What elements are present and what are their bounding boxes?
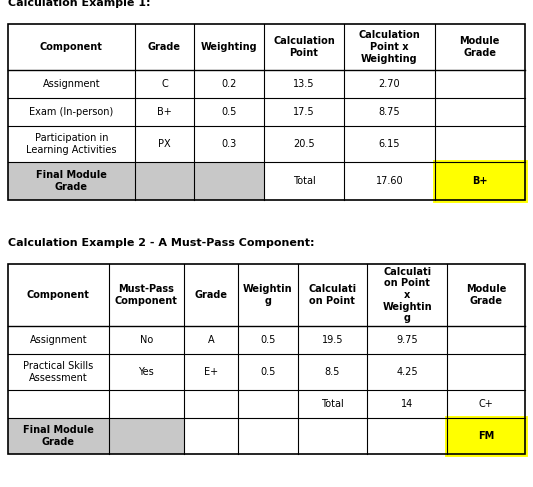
Text: B+: B+ (472, 176, 487, 186)
Text: 0.5: 0.5 (221, 107, 237, 117)
Text: PX: PX (158, 139, 171, 149)
Text: FM: FM (479, 431, 493, 441)
Text: Calculation
Point x
Weighting: Calculation Point x Weighting (358, 30, 420, 64)
Text: 14: 14 (401, 399, 414, 409)
Text: A: A (208, 335, 214, 345)
Text: Final Module
Grade: Final Module Grade (23, 425, 94, 447)
Text: Module
Grade: Module Grade (466, 284, 506, 306)
Text: C: C (161, 79, 168, 89)
Text: Weightin
g: Weightin g (243, 284, 293, 306)
Text: Grade: Grade (148, 42, 181, 52)
Text: Exam (In-person): Exam (In-person) (29, 107, 114, 117)
Text: Calculati
on Point
x
Weightin
g: Calculati on Point x Weightin g (383, 267, 432, 323)
Text: Grade: Grade (195, 290, 228, 300)
Text: Participation in
Learning Activities: Participation in Learning Activities (26, 133, 117, 155)
Text: 17.60: 17.60 (375, 176, 403, 186)
Text: 20.5: 20.5 (293, 139, 315, 149)
Bar (8, 264, 525, 454)
Text: Yes: Yes (139, 367, 154, 377)
Text: Component: Component (40, 42, 103, 52)
Text: Assignment: Assignment (30, 335, 87, 345)
Bar (8, 418, 184, 454)
Bar (8, 24, 525, 200)
Text: 0.5: 0.5 (260, 367, 276, 377)
Bar (447, 418, 525, 454)
Text: Must-Pass
Component: Must-Pass Component (115, 284, 177, 306)
Text: Practical Skills
Assessment: Practical Skills Assessment (23, 361, 93, 383)
Text: 8.5: 8.5 (325, 367, 340, 377)
Bar (8, 264, 525, 326)
Text: 8.75: 8.75 (378, 107, 400, 117)
Text: Calculati
on Point: Calculati on Point (309, 284, 357, 306)
Text: Assignment: Assignment (43, 79, 100, 89)
Bar (8, 24, 525, 70)
Text: 0.2: 0.2 (221, 79, 237, 89)
Text: Module
Grade: Module Grade (459, 36, 500, 58)
Text: Total: Total (321, 399, 344, 409)
Text: 0.5: 0.5 (260, 335, 276, 345)
Bar (434, 162, 525, 200)
Text: 2.70: 2.70 (378, 79, 400, 89)
Text: Final Module
Grade: Final Module Grade (36, 170, 107, 192)
Text: No: No (140, 335, 153, 345)
Text: Calculation Example 1:: Calculation Example 1: (8, 0, 150, 8)
Text: Calculation Example 2 - A Must-Pass Component:: Calculation Example 2 - A Must-Pass Comp… (8, 238, 314, 248)
Text: 13.5: 13.5 (293, 79, 314, 89)
Text: E+: E+ (204, 367, 218, 377)
Text: FM: FM (478, 431, 494, 441)
Text: 17.5: 17.5 (293, 107, 315, 117)
Bar (447, 418, 525, 454)
Text: 19.5: 19.5 (322, 335, 343, 345)
Text: 0.3: 0.3 (221, 139, 237, 149)
Text: Weighting: Weighting (201, 42, 257, 52)
Text: B+: B+ (472, 176, 488, 186)
Bar (8, 162, 264, 200)
Text: 4.25: 4.25 (397, 367, 418, 377)
Text: 9.75: 9.75 (397, 335, 418, 345)
Bar (434, 162, 525, 200)
Text: B+: B+ (157, 107, 172, 117)
Text: Component: Component (27, 290, 90, 300)
Text: Total: Total (293, 176, 316, 186)
Text: Calculation
Point: Calculation Point (273, 36, 335, 58)
Text: C+: C+ (479, 399, 494, 409)
Text: 6.15: 6.15 (378, 139, 400, 149)
